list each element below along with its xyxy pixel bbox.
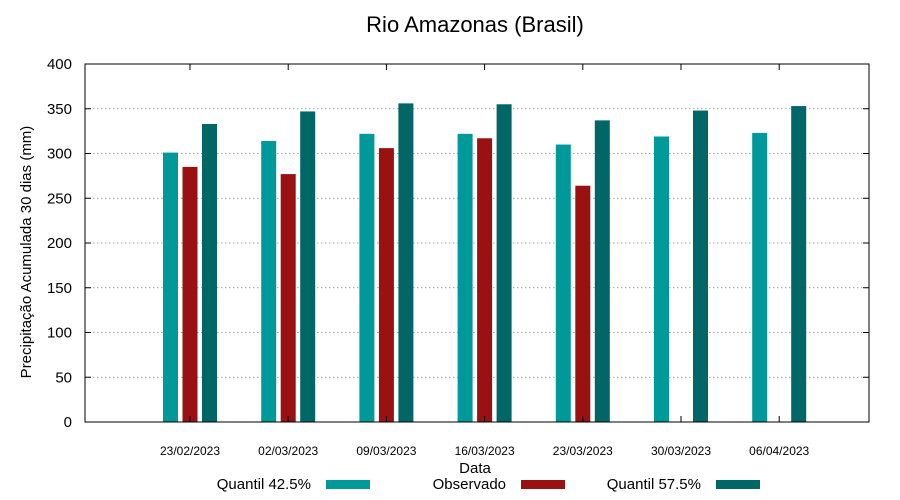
grid-lines [85,108,869,378]
x-axis-label: Data [459,460,491,477]
bar-observado-4 [575,185,591,422]
chart-title: Rio Amazonas (Brasil) [366,12,584,37]
bar-quantil-42-5--6 [752,132,768,423]
bar-observado-0 [182,166,198,422]
legend-label: Quantil 42.5% [217,476,311,493]
y-tick-labels: 0 50 100 150 200 250 300 350 400 [47,56,869,431]
bar-quantil-57-5--0 [202,123,217,422]
x-tick-label: 16/03/2023 [455,444,515,458]
y-tick-label: 250 [47,190,72,207]
y-tick-label: 150 [47,280,72,297]
legend-label: Quantil 57.5% [607,476,701,493]
bar-quantil-42-5--5 [654,136,669,422]
bar-quantil-57-5--4 [594,120,610,422]
bar-quantil-57-5--2 [398,103,414,422]
legend: Quantil 42.5% Observado Quantil 57.5% [217,476,760,493]
bar-observado-1 [280,174,296,422]
legend-swatch [326,480,370,489]
bar-quantil-42-5--2 [359,133,375,422]
bar-observado-3 [477,138,493,422]
x-tick-label: 06/04/2023 [749,444,809,458]
bar-quantil-57-5--3 [496,104,512,423]
bar-quantil-42-5--4 [555,144,571,423]
y-axis-label: Precipitação Acumulada 30 dias (mm) [18,126,35,379]
legend-label: Observado [433,476,506,493]
legend-swatch [716,480,760,489]
x-tick-label: 23/02/2023 [160,444,220,458]
x-tick-label: 30/03/2023 [651,444,711,458]
legend-swatch [521,480,565,489]
bars [163,103,807,423]
x-tick-labels: 23/02/2023 02/03/2023 09/03/2023 16/03/2023… [160,64,810,458]
x-tick-label: 23/03/2023 [553,444,613,458]
y-tick-label: 300 [47,146,72,163]
bar-quantil-57-5--1 [300,111,316,422]
bar-quantil-42-5--3 [457,133,473,422]
bar-quantil-42-5--0 [163,152,178,423]
y-tick-label: 0 [64,414,72,431]
bar-quantil-57-5--6 [791,106,807,422]
x-tick-label: 02/03/2023 [258,444,318,458]
y-tick-label: 350 [47,101,72,118]
bar-quantil-57-5--5 [693,110,708,422]
y-tick-label: 200 [47,235,72,252]
x-tick-label: 09/03/2023 [356,444,416,458]
y-tick-label: 400 [47,56,72,73]
bar-quantil-42-5--1 [261,140,277,422]
y-tick-label: 50 [55,369,72,386]
bar-observado-2 [378,148,394,422]
y-tick-label: 100 [47,325,72,342]
